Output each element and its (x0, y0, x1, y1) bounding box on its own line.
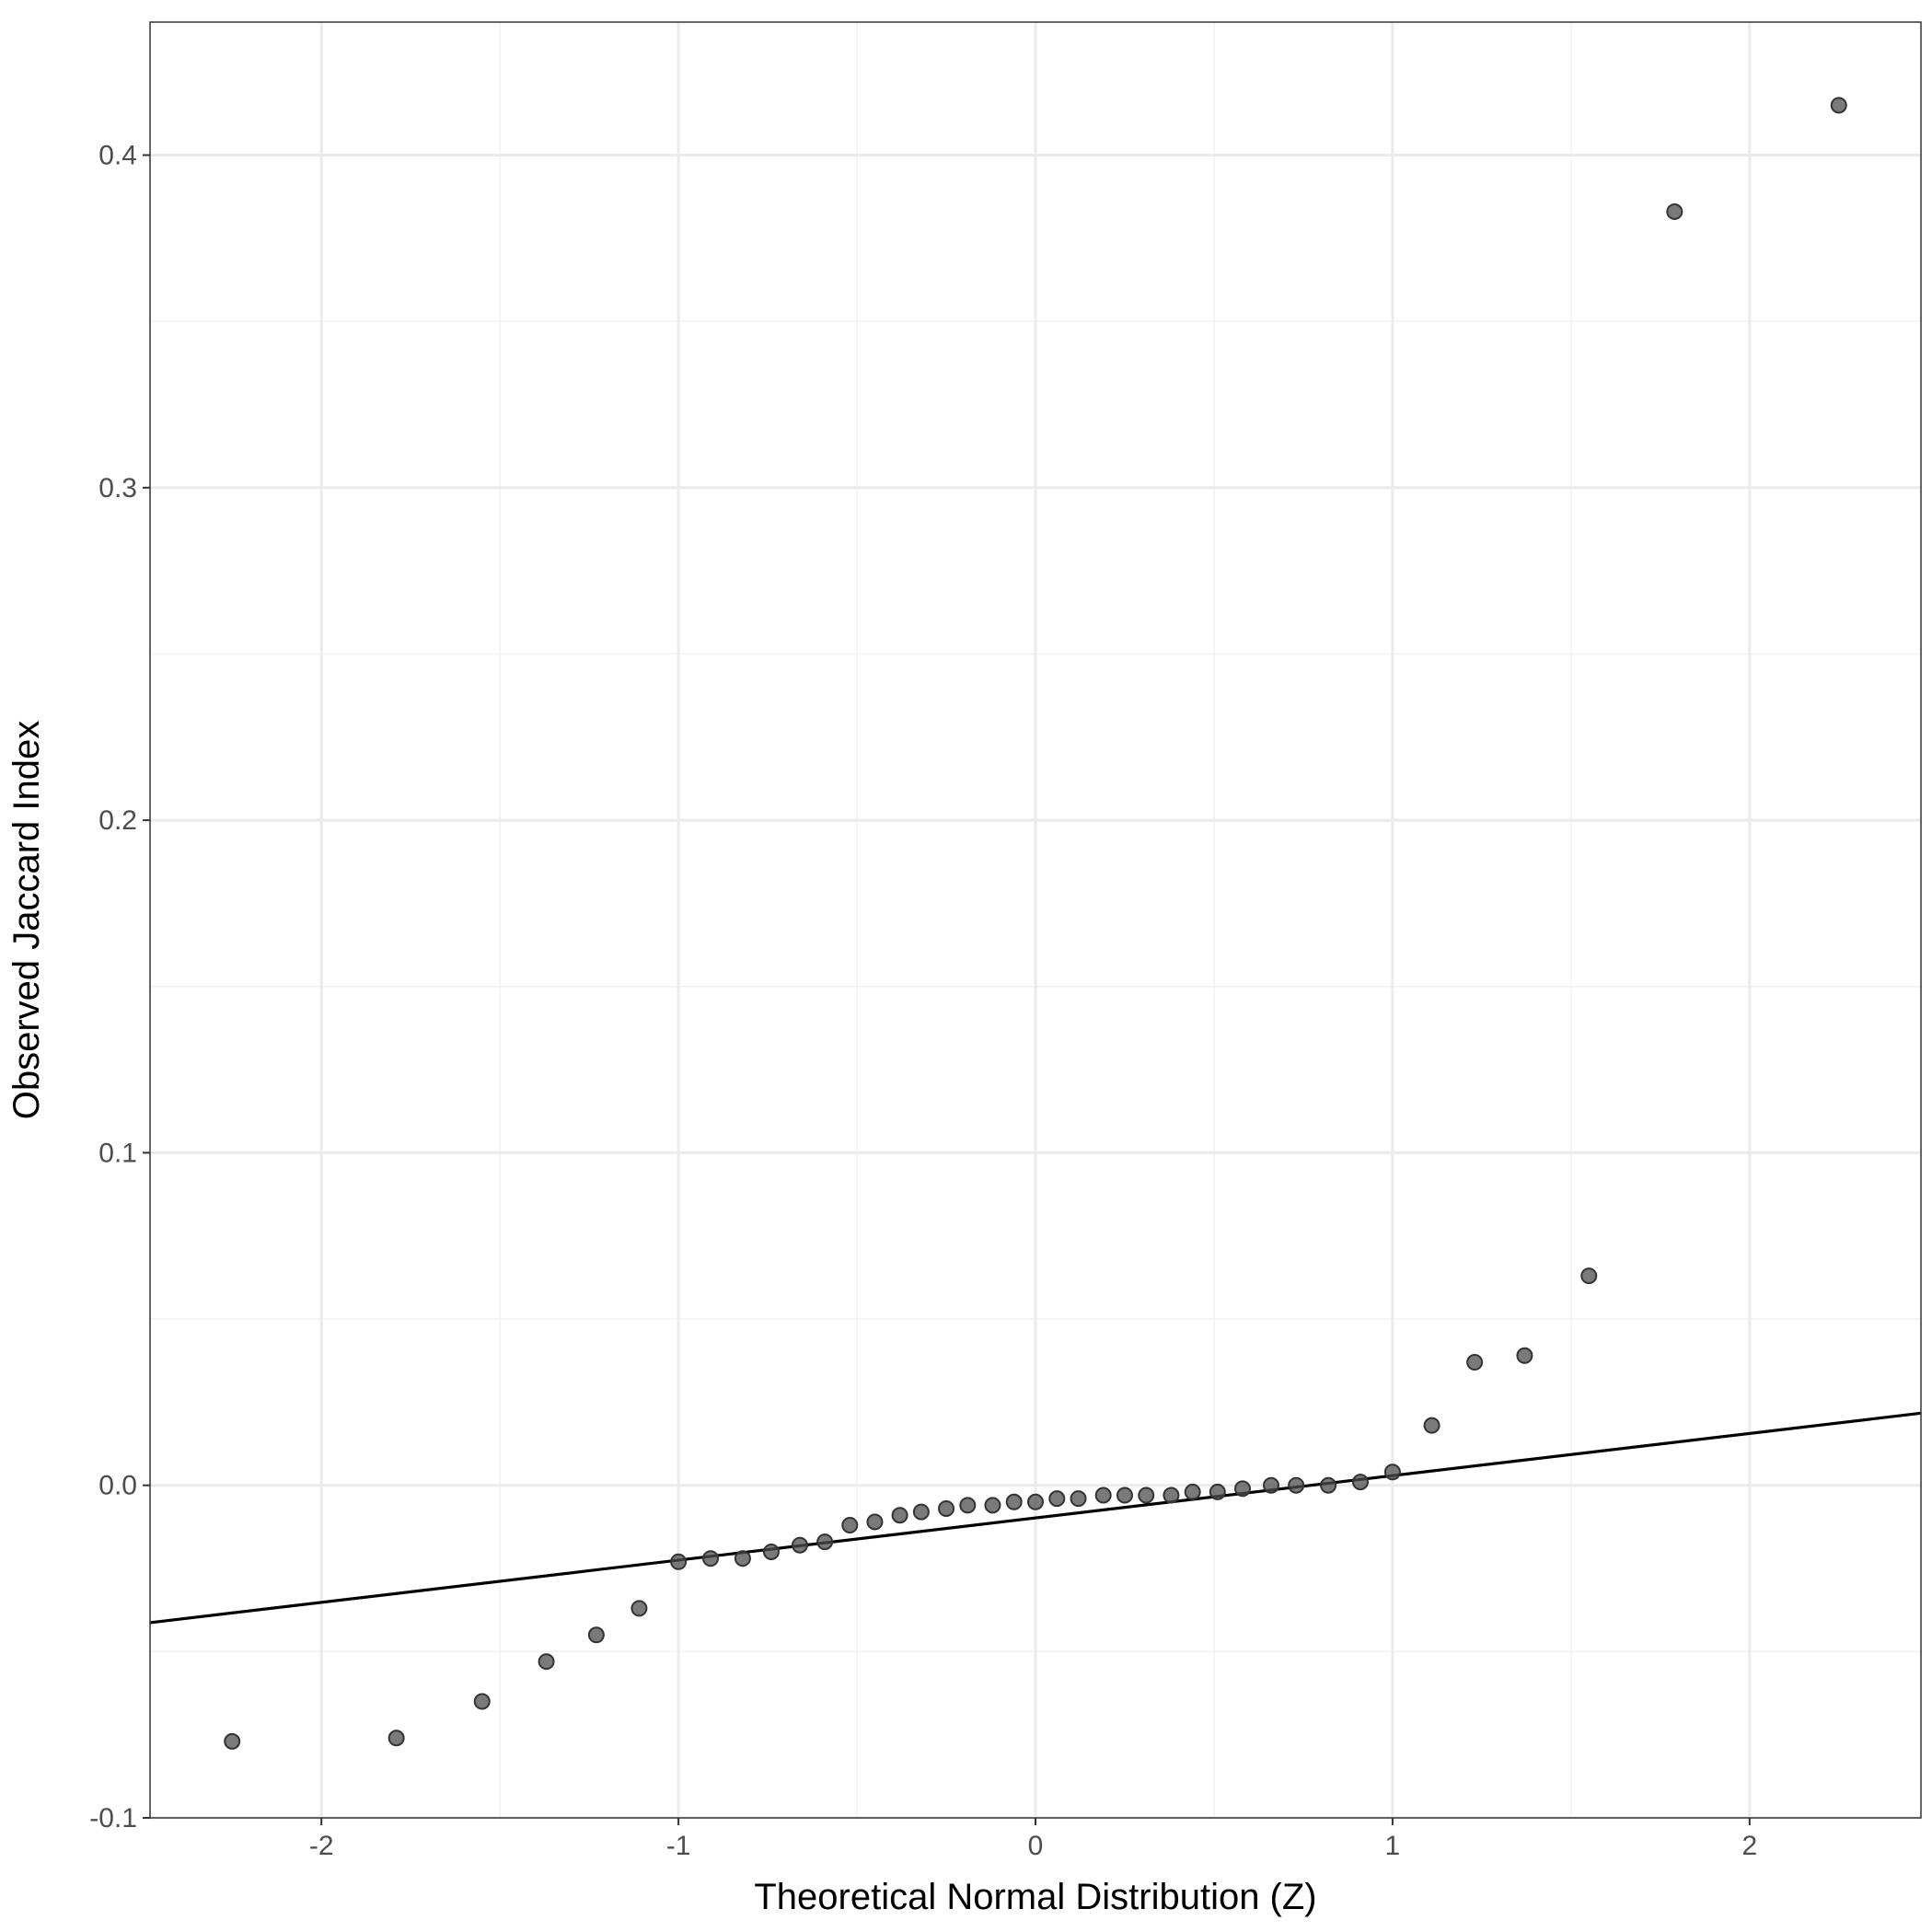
data-point (1094, 1487, 1112, 1504)
data-point (912, 1503, 930, 1521)
data-point (1830, 97, 1847, 114)
data-point (1209, 1483, 1226, 1500)
x-axis-ticks: -2 -1 0 1 2 (309, 1818, 1757, 1861)
data-point (816, 1533, 834, 1551)
data-point (984, 1497, 1001, 1514)
x-tick-label: -1 (666, 1831, 691, 1861)
data-point (388, 1730, 405, 1747)
data-point (1580, 1267, 1598, 1285)
data-point (1320, 1476, 1337, 1494)
data-point (1351, 1474, 1369, 1491)
data-point (791, 1536, 808, 1554)
data-point (538, 1653, 555, 1671)
data-point (224, 1732, 241, 1750)
data-point (938, 1499, 955, 1517)
data-point (734, 1550, 751, 1568)
x-tick-label: 2 (1741, 1831, 1757, 1861)
data-point (762, 1543, 780, 1560)
data-point (1027, 1493, 1044, 1510)
data-point (1288, 1476, 1305, 1494)
data-point (841, 1517, 859, 1534)
data-point (1116, 1487, 1133, 1504)
y-tick-label: 0.4 (98, 141, 137, 171)
data-point (670, 1553, 688, 1570)
x-tick-label: 0 (1028, 1831, 1044, 1861)
reference-line-group (149, 1411, 1922, 1625)
data-points (224, 97, 1847, 1750)
data-point (702, 1550, 720, 1568)
data-point (1184, 1483, 1201, 1500)
y-axis-title: Observed Jaccard Index (6, 721, 47, 1120)
data-point (473, 1693, 491, 1710)
y-tick-label: 0.1 (98, 1138, 137, 1168)
x-tick-label: -2 (309, 1831, 334, 1861)
data-point (1070, 1490, 1087, 1508)
x-axis-title: Theoretical Normal Distribution (Z) (754, 1877, 1316, 1917)
data-point (1233, 1480, 1251, 1498)
data-point (959, 1497, 977, 1514)
data-point (631, 1600, 648, 1617)
data-point (1383, 1463, 1401, 1481)
y-tick-label: 0.0 (98, 1471, 137, 1501)
data-point (891, 1507, 908, 1524)
data-point (1516, 1347, 1533, 1364)
y-tick-label: 0.2 (98, 805, 137, 836)
data-point (1423, 1417, 1440, 1434)
data-point (1163, 1487, 1180, 1504)
data-point (587, 1626, 605, 1644)
data-point (1666, 202, 1683, 220)
reference-line (149, 1411, 1922, 1625)
data-point (1466, 1354, 1484, 1371)
data-point (1048, 1490, 1066, 1508)
y-axis-ticks: -0.1 0.0 0.1 0.2 0.3 0.4 (89, 141, 150, 1834)
y-tick-label: 0.3 (98, 473, 137, 503)
data-point (1138, 1487, 1155, 1504)
data-point (1263, 1476, 1280, 1494)
data-point (1005, 1493, 1023, 1510)
x-tick-label: 1 (1385, 1831, 1401, 1861)
y-tick-label: -0.1 (89, 1803, 137, 1834)
data-point (866, 1513, 884, 1531)
